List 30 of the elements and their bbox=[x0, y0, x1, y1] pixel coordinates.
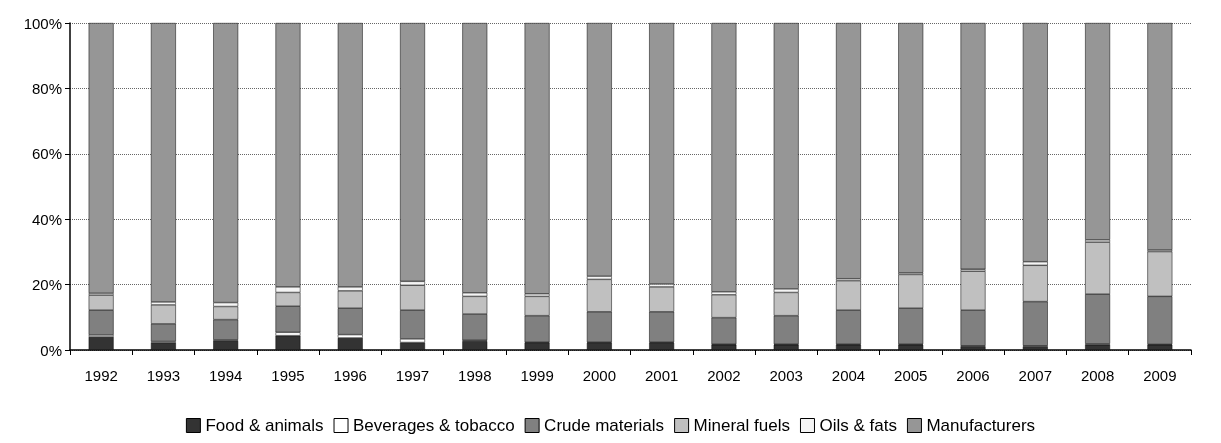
y-tick-label: 60% bbox=[31, 145, 62, 163]
x-tick-label: 1998 bbox=[458, 367, 492, 384]
x-tick-label: 2000 bbox=[582, 367, 617, 384]
x-tick-label: 2002 bbox=[707, 367, 741, 384]
legend-label: Food & animals bbox=[205, 416, 324, 435]
legend-label: Beverages & tobacco bbox=[353, 416, 515, 435]
x-tick-label: 1995 bbox=[271, 367, 305, 384]
x-tick-label: 1992 bbox=[84, 367, 118, 384]
x-tick-label: 1999 bbox=[520, 367, 554, 384]
x-tick-label: 2008 bbox=[1080, 367, 1115, 384]
y-tick-label: 0% bbox=[40, 341, 62, 359]
x-tick-label: 2006 bbox=[956, 367, 990, 384]
x-tick-label: 1997 bbox=[395, 367, 430, 384]
x-tick-label: 2007 bbox=[1018, 367, 1052, 384]
x-tick-label: 1996 bbox=[333, 367, 367, 384]
y-tick-label: 100% bbox=[23, 14, 62, 32]
legend-label: Crude materials bbox=[544, 416, 665, 435]
legend-label: Oils & fats bbox=[819, 416, 897, 435]
y-tick-label: 40% bbox=[31, 210, 62, 228]
legend-label: Manufacturers bbox=[926, 416, 1036, 435]
x-tick-label: 2003 bbox=[769, 367, 803, 384]
x-tick-label: 1994 bbox=[209, 367, 243, 384]
legend-label: Mineral fuels bbox=[693, 416, 790, 435]
x-tick-label: 2005 bbox=[894, 367, 928, 384]
x-tick-label: 2001 bbox=[644, 367, 679, 384]
x-tick-label: 1993 bbox=[146, 367, 181, 384]
x-tick-label: 2004 bbox=[831, 367, 866, 384]
y-tick-label: 80% bbox=[31, 79, 62, 97]
x-tick-label: 2009 bbox=[1143, 367, 1177, 384]
y-tick-label: 20% bbox=[31, 276, 62, 294]
